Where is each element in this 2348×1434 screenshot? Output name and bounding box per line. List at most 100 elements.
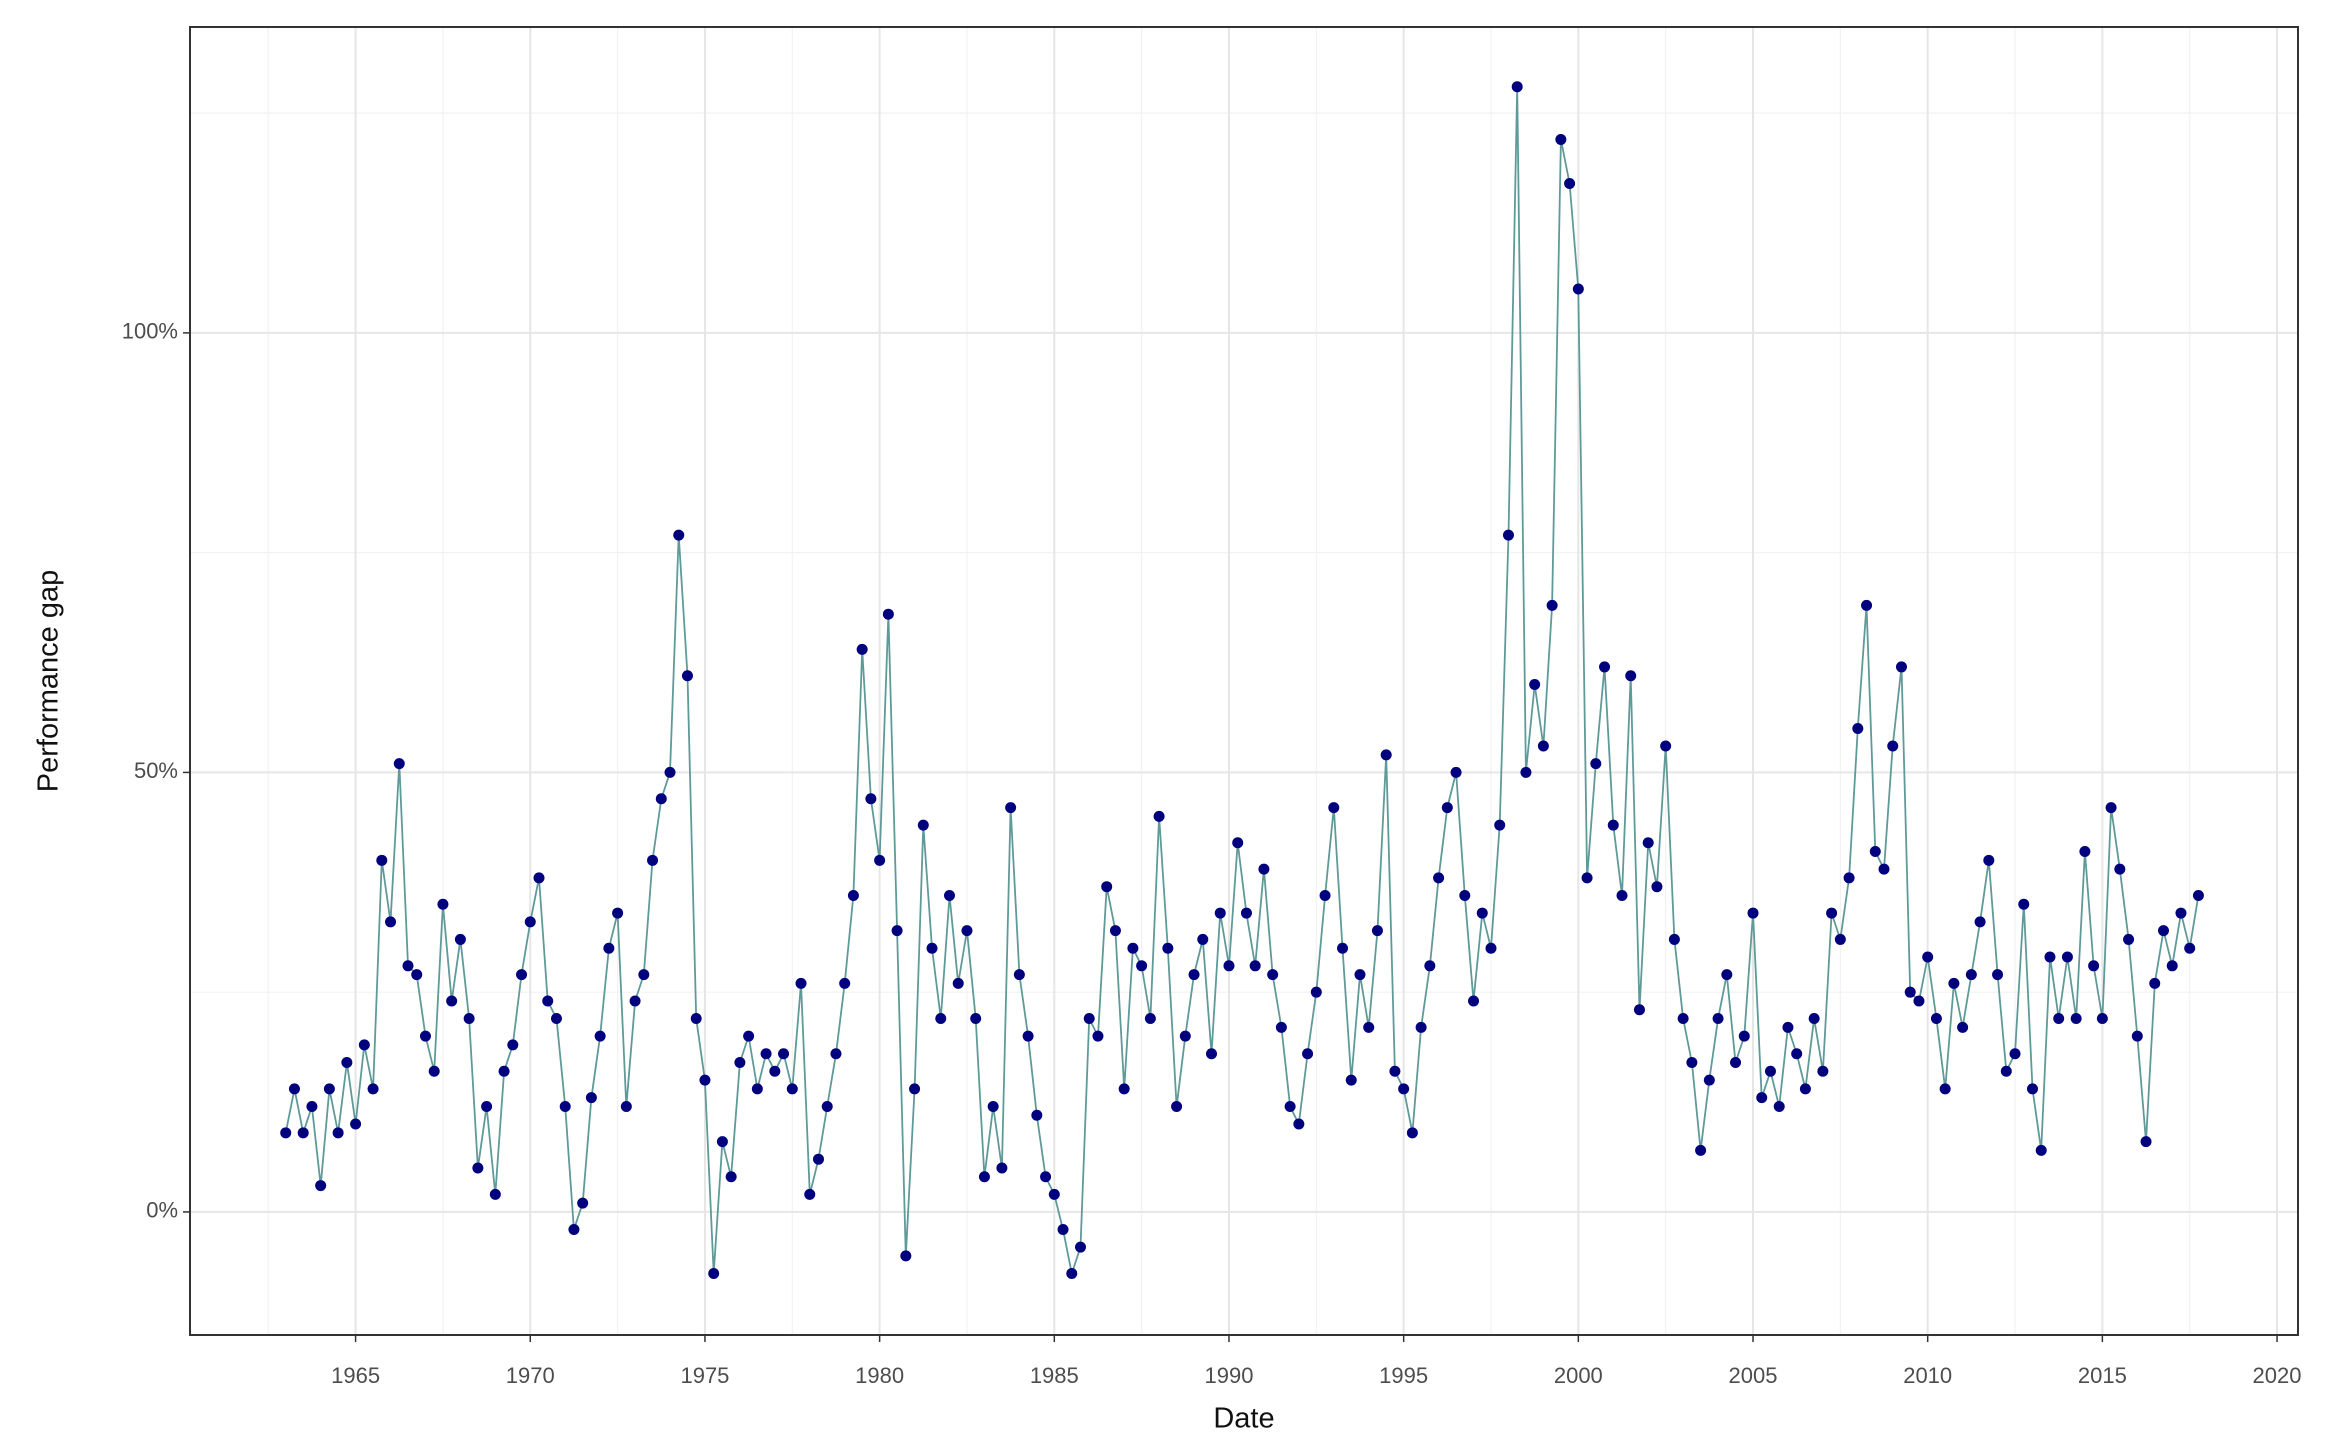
- data-point: [882, 608, 894, 620]
- data-point: [1424, 960, 1436, 972]
- plot-border: [189, 26, 2299, 1336]
- data-point: [1354, 969, 1366, 981]
- data-point: [839, 977, 851, 989]
- data-point: [935, 1013, 947, 1025]
- data-point: [1389, 1065, 1401, 1077]
- data-point: [874, 854, 886, 866]
- data-point: [1712, 1013, 1724, 1025]
- data-point: [1930, 1013, 1942, 1025]
- x-tick-label: 1980: [855, 1363, 904, 1388]
- data-point: [1520, 766, 1532, 778]
- data-point: [1878, 863, 1890, 875]
- data-point: [751, 1083, 763, 1095]
- data-point: [909, 1083, 921, 1095]
- data-point: [341, 1057, 353, 1068]
- x-tick-label: 1985: [1030, 1363, 1079, 1388]
- data-point: [1564, 177, 1576, 189]
- data-point: [830, 1048, 842, 1060]
- data-point: [1660, 740, 1672, 752]
- data-point: [1109, 925, 1121, 937]
- data-point: [1188, 969, 1200, 981]
- data-point: [1293, 1118, 1305, 1130]
- data-point: [1974, 916, 1986, 928]
- data-point: [2192, 889, 2204, 901]
- data-point: [1817, 1065, 1829, 1077]
- data-point: [1773, 1100, 1785, 1112]
- data-point: [498, 1065, 510, 1077]
- data-point: [1992, 969, 2004, 981]
- data-point: [419, 1030, 431, 1042]
- data-point: [1869, 846, 1881, 858]
- data-point: [550, 1013, 562, 1025]
- data-point: [2018, 898, 2030, 910]
- x-tick-label: 2020: [2253, 1363, 2302, 1388]
- data-line: [284, 86, 2200, 1278]
- data-point: [1328, 802, 1340, 814]
- data-point: [1302, 1048, 1314, 1060]
- data-point: [411, 969, 423, 981]
- data-point: [428, 1065, 440, 1077]
- data-point: [1502, 529, 1514, 541]
- data-point: [288, 1083, 300, 1095]
- data-point: [1476, 907, 1488, 919]
- data-point: [1319, 889, 1331, 901]
- data-point: [1887, 740, 1899, 752]
- data-point: [1249, 960, 1261, 972]
- data-point: [1895, 661, 1907, 673]
- data-point: [1983, 854, 1995, 866]
- data-point: [1668, 933, 1680, 945]
- data-point: [2053, 1013, 2065, 1025]
- data-point: [734, 1057, 746, 1068]
- x-axis-title: Date: [1213, 1403, 1274, 1434]
- data-point: [1607, 819, 1619, 831]
- data-point: [1599, 661, 1611, 673]
- x-tick-label: 1995: [1379, 1363, 1428, 1388]
- data-point: [323, 1083, 335, 1095]
- data-point: [620, 1100, 632, 1112]
- data-point: [1677, 1013, 1689, 1025]
- data-point: [1529, 679, 1541, 691]
- data-point: [2026, 1083, 2038, 1095]
- x-tick-label: 1970: [506, 1363, 555, 1388]
- data-point: [943, 889, 955, 901]
- data-point: [1703, 1074, 1715, 1086]
- data-point: [1651, 881, 1663, 893]
- data-point: [1581, 872, 1593, 884]
- data-point: [1782, 1021, 1794, 1033]
- data-point: [437, 898, 449, 910]
- data-point: [507, 1039, 519, 1051]
- data-point: [306, 1100, 318, 1112]
- data-point: [1171, 1100, 1183, 1112]
- data-point: [1834, 933, 1846, 945]
- data-point: [996, 1162, 1008, 1174]
- data-point: [1232, 837, 1244, 849]
- data-point: [2131, 1030, 2143, 1042]
- data-point: [2123, 933, 2135, 945]
- data-point: [1127, 942, 1139, 954]
- data-point: [1223, 960, 1235, 972]
- data-point: [1441, 802, 1453, 814]
- data-point: [1310, 986, 1322, 998]
- data-point: [1258, 863, 1270, 875]
- data-point: [917, 819, 929, 831]
- data-point: [367, 1083, 379, 1095]
- data-point: [1101, 881, 1113, 893]
- data-point: [2044, 951, 2056, 963]
- data-point: [1511, 81, 1523, 93]
- data-point: [760, 1048, 772, 1060]
- data-point: [1791, 1048, 1803, 1060]
- data-point: [1398, 1083, 1410, 1095]
- data-point: [332, 1127, 344, 1139]
- data-point: [2166, 960, 2178, 972]
- data-point: [280, 1127, 292, 1139]
- data-point: [1048, 1188, 1060, 1200]
- data-point: [612, 907, 624, 919]
- x-tick-label: 1990: [1205, 1363, 1254, 1388]
- data-point: [358, 1039, 370, 1051]
- data-point: [847, 889, 859, 901]
- data-point: [681, 670, 693, 682]
- data-point: [393, 758, 405, 770]
- data-point: [1468, 995, 1480, 1007]
- data-point: [1144, 1013, 1156, 1025]
- data-point: [961, 925, 973, 937]
